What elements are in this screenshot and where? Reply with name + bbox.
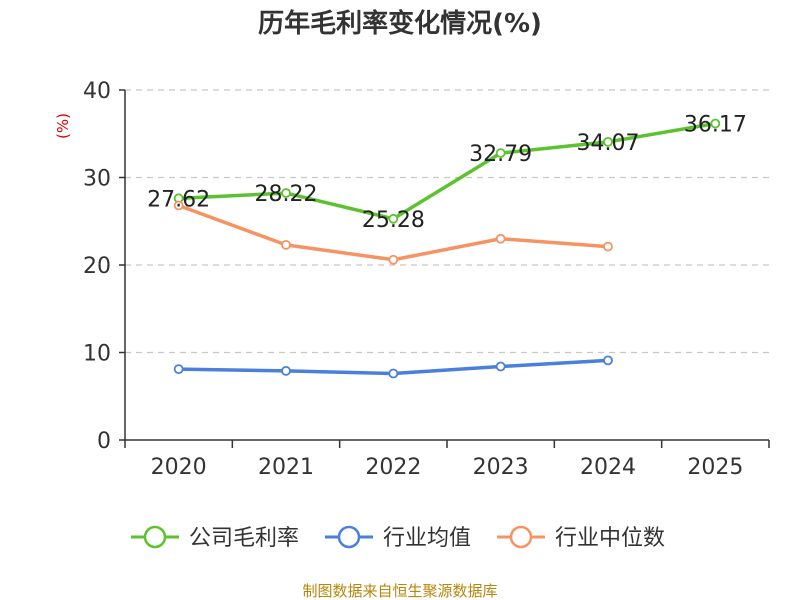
data-point [281,365,291,376]
series-group [173,118,721,379]
y-axis-unit: (%) [54,113,72,139]
grid-lines [125,89,769,354]
data-point [603,136,613,147]
data-point [603,241,613,252]
data-label: 25.28 [362,208,425,233]
data-point [710,118,721,129]
y-tick-label: 40 [83,79,111,104]
legend-marker [143,525,167,549]
data-point [495,361,506,372]
data-label: 34.07 [577,131,640,156]
data-point [388,213,399,224]
legend-label: 行业中位数 [555,526,665,551]
data-label: 27.62 [147,187,210,212]
data-point [281,239,291,250]
source-note: 制图数据来自恒生聚源数据库 [302,582,497,600]
legend: 公司毛利率 行业均值 行业中位数 [131,525,665,551]
x-tick-label: 2022 [365,455,421,480]
series-line [178,121,716,221]
legend-label: 行业均值 [383,526,471,551]
axes: 0 10 20 30 40 2020 2021 2022 2023 2024 2025 [83,79,770,480]
data-labels: 27.62 28.22 25.28 32.79 34.07 36.17 [147,113,747,233]
data-point [495,148,506,158]
data-point [173,364,184,375]
data-point [388,254,399,265]
y-tick-label: 30 [83,167,111,192]
data-label: 36.17 [684,113,747,138]
x-tick-label: 2021 [258,455,314,480]
data-point [495,233,506,244]
data-label: 28.22 [255,182,318,207]
y-tick-label: 10 [83,342,111,367]
x-tick-label: 2020 [151,455,207,480]
data-label: 32.79 [469,142,532,167]
x-tick-label: 2024 [580,455,636,480]
y-tick-label: 20 [83,254,111,279]
x-tick-label: 2023 [473,455,529,480]
data-point [388,368,399,379]
legend-label: 公司毛利率 [189,526,299,551]
data-point [281,188,291,198]
y-tick-label: 0 [97,429,111,454]
data-point [603,355,613,366]
legend-marker [337,525,361,549]
x-tick-label: 2025 [687,455,743,480]
chart-title: 历年毛利率变化情况(%) [258,8,542,39]
data-point [173,200,184,211]
legend-marker [509,525,533,549]
